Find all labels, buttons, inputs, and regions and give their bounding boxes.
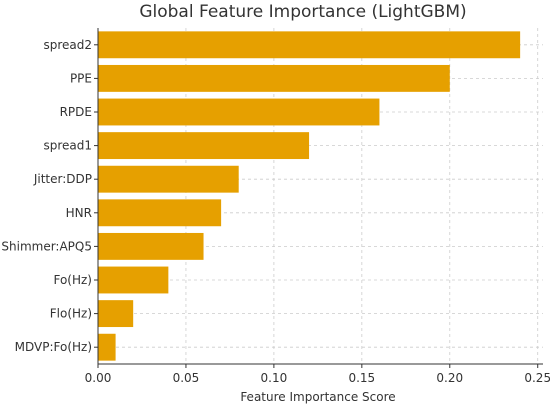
bars-group (98, 31, 521, 361)
x-tick-label: 0.20 (436, 371, 463, 385)
y-tick-label: RPDE (60, 105, 92, 119)
x-tick-labels: 0.00 0.05 0.10 0.15 0.20 0.25 (85, 364, 550, 385)
x-axis-label: Feature Importance Score (240, 390, 395, 404)
bar-mdvp-fo-hz- (98, 333, 116, 361)
bar-jitter-ddp (98, 165, 239, 193)
y-tick-label: spread1 (43, 139, 92, 153)
axes-group (97, 28, 543, 365)
y-tick-label: Fo(Hz) (53, 273, 92, 287)
x-tick-label: 0.10 (261, 371, 288, 385)
bar-ppe (98, 64, 450, 92)
y-tick-label: Shimmer:APQ5 (1, 239, 92, 253)
bar-fo-hz- (98, 266, 169, 294)
x-tick-label: 0.05 (173, 371, 200, 385)
y-tick-labels: spread2 PPE RPDE spread1 Jitter:DDP HNR Shimme… (1, 38, 98, 354)
y-tick-label: Jitter:DDP (33, 172, 92, 186)
y-tick-label: HNR (66, 206, 92, 220)
x-tick-label: 0.15 (348, 371, 375, 385)
chart-title: Global Feature Importance (LightGBM) (139, 2, 466, 22)
bar-shimmer-apq5 (98, 232, 204, 260)
x-tick-label: 0.25 (524, 371, 550, 385)
bar-spread1 (98, 132, 310, 160)
y-tick-label: spread2 (43, 38, 92, 52)
bar-hnr (98, 199, 222, 227)
x-tick-label: 0.00 (85, 371, 112, 385)
bar-spread2 (98, 31, 521, 59)
y-tick-label: Flo(Hz) (50, 307, 92, 321)
y-tick-label: PPE (70, 71, 92, 85)
y-tick-label: MDVP:Fo(Hz) (15, 340, 92, 354)
bar-rpde (98, 98, 380, 126)
bar-flo-hz- (98, 300, 134, 328)
